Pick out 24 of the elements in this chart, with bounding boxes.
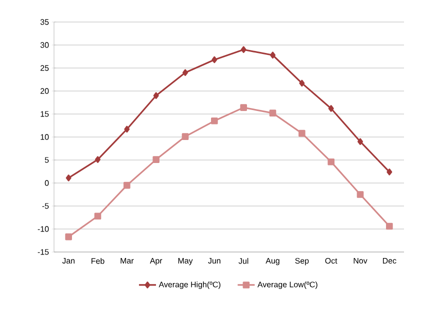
point	[358, 138, 364, 145]
point	[211, 118, 218, 124]
point	[356, 191, 364, 198]
point	[270, 52, 276, 59]
point	[152, 156, 160, 163]
point	[240, 104, 247, 111]
point	[182, 133, 189, 140]
point	[65, 233, 72, 240]
point	[299, 80, 305, 87]
point	[124, 126, 130, 133]
point	[298, 130, 306, 137]
point	[212, 56, 218, 64]
point	[153, 92, 159, 99]
point	[386, 222, 393, 230]
point	[386, 168, 392, 176]
point	[328, 158, 334, 166]
point	[182, 69, 188, 76]
point	[95, 156, 100, 163]
point	[124, 182, 130, 189]
point	[328, 105, 334, 112]
point	[66, 174, 72, 182]
point	[269, 110, 276, 116]
point	[240, 46, 246, 53]
point	[94, 212, 102, 220]
